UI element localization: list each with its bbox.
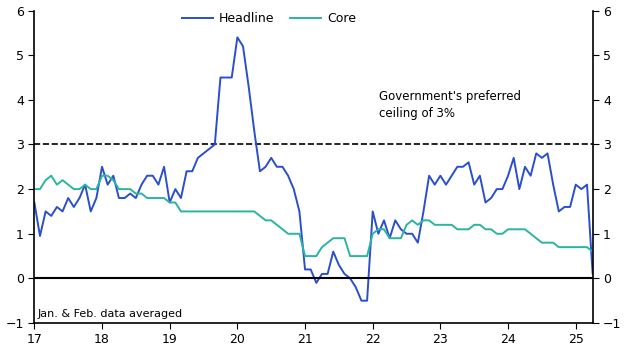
- Text: Government's preferred
ceiling of 3%: Government's preferred ceiling of 3%: [379, 90, 522, 120]
- Headline: [31, 200, 38, 205]
- Core: [48, 174, 55, 178]
- Core: [566, 245, 574, 249]
- Core: [177, 209, 185, 214]
- Text: Jan. & Feb. data averaged: Jan. & Feb. data averaged: [38, 309, 183, 319]
- Core: [408, 218, 416, 222]
- Headline: [234, 35, 241, 39]
- Headline: [211, 142, 219, 146]
- Line: Headline: Headline: [34, 37, 627, 310]
- Headline: [566, 205, 574, 209]
- Headline: [172, 187, 179, 191]
- Core: [498, 232, 506, 236]
- Headline: [408, 232, 416, 236]
- Core: [217, 209, 224, 214]
- Legend: Headline, Core: Headline, Core: [177, 7, 361, 30]
- Headline: [498, 187, 506, 191]
- Core: [31, 187, 38, 191]
- Line: Core: Core: [34, 176, 627, 263]
